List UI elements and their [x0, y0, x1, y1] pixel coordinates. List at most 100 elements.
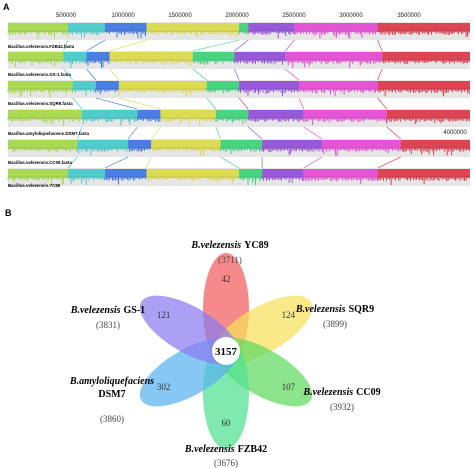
genome-name: Bacillus.velezensis.SQR9.fasta	[8, 101, 73, 106]
genome-tracks	[7, 22, 471, 186]
collinear-block	[322, 140, 401, 148]
collinear-block	[86, 52, 110, 60]
petal-strain-label: CC09	[356, 387, 380, 398]
collinear-block	[8, 140, 78, 148]
petal-species-label: B.amyloliquefaciens	[69, 376, 154, 387]
similarity-profile	[109, 60, 193, 67]
collinear-block	[248, 110, 304, 118]
similarity-profile	[293, 31, 378, 39]
similarity-profile	[72, 89, 96, 96]
synteny-link	[377, 39, 383, 52]
similarity-profile	[238, 89, 300, 97]
petal-total-label: (3831)	[96, 320, 120, 330]
petal-name-label: B.velezensis FZB42	[184, 444, 267, 455]
similarity-profile	[104, 177, 146, 185]
synteny-link	[377, 97, 388, 110]
collinear-block	[146, 23, 239, 31]
similarity-profile	[377, 177, 470, 185]
synteny-link	[192, 68, 207, 81]
petal-strain-label: SQR9	[349, 304, 375, 315]
axis-tick-label: 1000000	[111, 13, 135, 19]
collinear-block	[146, 169, 239, 177]
synteny-link	[95, 97, 138, 110]
collinear-block	[137, 110, 161, 118]
similarity-profile	[146, 31, 239, 38]
collinear-block	[248, 23, 295, 31]
axis-tick-label: 3000000	[339, 13, 363, 19]
similarity-profile	[284, 60, 382, 68]
genome-track	[7, 139, 471, 157]
synteny-link	[386, 126, 401, 140]
synteny-link	[284, 39, 295, 52]
synteny-link	[72, 97, 83, 110]
axis-tick-label: 2500000	[282, 13, 306, 19]
collinear-block	[160, 110, 216, 118]
synteny-link	[127, 126, 138, 140]
collinear-block	[382, 52, 470, 60]
synteny-link	[220, 156, 240, 169]
synteny-link	[303, 156, 323, 169]
collinear-block	[206, 81, 239, 89]
petal-total-label: (3711)	[218, 255, 242, 265]
synteny-link	[63, 39, 69, 52]
petal-total-label: (3860)	[100, 414, 124, 424]
synteny-link	[298, 97, 304, 110]
similarity-profile	[261, 177, 304, 183]
axis-tick-label: 500000	[56, 13, 77, 19]
collinear-block	[215, 110, 249, 118]
synteny-connectors	[63, 39, 401, 169]
unique-count: 42	[222, 274, 231, 284]
collinear-block	[8, 169, 69, 177]
collinear-block	[128, 140, 152, 148]
similarity-profile	[400, 148, 471, 156]
synteny-link	[109, 39, 147, 52]
similarity-profile	[7, 60, 63, 68]
genome-track	[7, 22, 470, 40]
collinear-block	[95, 81, 119, 89]
similarity-profile	[7, 148, 78, 153]
unique-count: 60	[222, 418, 232, 428]
collinear-block	[192, 52, 235, 60]
similarity-profile	[76, 148, 128, 156]
collinear-block	[68, 23, 106, 31]
collinear-block	[105, 23, 147, 31]
synteny-link	[109, 68, 120, 81]
genome-name: Bacillus.velezensis.GS-1.fasta	[8, 72, 72, 77]
synteny-link	[285, 68, 300, 81]
similarity-profile	[67, 177, 105, 185]
petal-strain-label: FZB42	[238, 444, 267, 455]
collinear-block	[299, 81, 378, 89]
similarity-profile	[136, 118, 161, 122]
similarity-profile	[247, 118, 303, 122]
similarity-profile	[238, 177, 262, 185]
similarity-profile	[321, 148, 401, 156]
similarity-profile	[150, 148, 221, 156]
petal-strain-label: YC89	[244, 240, 268, 251]
similarity-profile	[146, 177, 239, 185]
similarity-profile	[377, 31, 470, 37]
synteny-link	[215, 126, 221, 140]
synteny-link	[303, 126, 323, 140]
unique-count: 121	[157, 310, 171, 320]
similarity-profile	[62, 60, 87, 68]
genome-name: Bacillus.amyloliquefaciens.DSM7.fasta	[8, 131, 90, 136]
genome-track	[7, 168, 470, 186]
petal-species-label: B.velezensis	[295, 304, 346, 315]
collinear-block	[386, 110, 470, 118]
core-count: 3157	[215, 346, 238, 358]
collinear-block	[8, 23, 69, 31]
synteny-link	[238, 97, 249, 110]
similarity-profile	[206, 89, 239, 94]
collinear-block	[8, 81, 73, 89]
collinear-block	[239, 169, 263, 177]
synteny-link	[118, 97, 161, 110]
petal-species-label: B.velezensis	[184, 444, 235, 455]
synteny-link	[86, 68, 97, 81]
collinear-block	[68, 169, 106, 177]
unique-count: 302	[157, 382, 171, 392]
similarity-profile	[298, 89, 378, 97]
collinear-block	[151, 140, 221, 148]
collinear-block	[377, 81, 470, 89]
